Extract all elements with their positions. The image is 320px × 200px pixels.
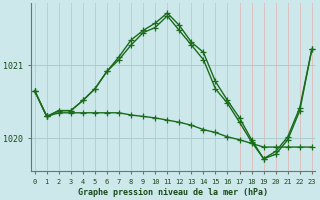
X-axis label: Graphe pression niveau de la mer (hPa): Graphe pression niveau de la mer (hPa) [78,188,268,197]
